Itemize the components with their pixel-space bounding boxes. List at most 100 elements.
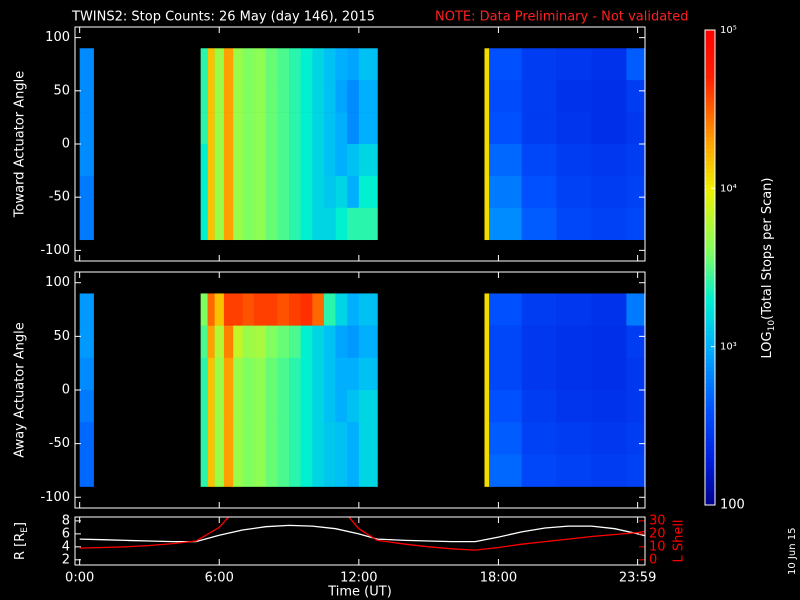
heatmap-cell [312,454,325,487]
heatmap-cell [79,175,94,209]
colorbar-cell [705,374,715,379]
heatmap-cell [591,112,627,145]
heatmap-cell [484,175,490,209]
heatmap-cell [626,144,646,177]
colorbar-cell [705,89,715,94]
colorbar-cell [705,251,715,257]
heatmap-cell [626,80,646,113]
heatmap-cell [335,357,348,391]
colorbar-cell [705,501,715,506]
heatmap-cell [289,390,301,423]
heatmap-cell [323,390,336,423]
heatmap-cell [591,48,627,81]
heatmap-cell [323,144,336,177]
heatmap-cell [277,357,290,391]
heatmap-cell [489,144,522,177]
colorbar-cell [705,465,715,470]
date-stamp: 10 Jun 15 [787,528,798,575]
colorbar-cell [705,188,715,193]
heatmap-cell [358,293,378,326]
colorbar-cell [705,303,715,308]
y-tick-label: -50 [49,436,70,451]
heatmap-cell [200,48,208,81]
heatmap-cell [200,422,208,455]
heatmap-cell [556,48,592,81]
heatmap-cell [626,112,646,145]
heatmap-cell [265,207,278,241]
heatmap-cell [289,357,301,391]
heatmap-cell [254,325,267,359]
x-axis-label: Time (UT) [327,585,392,600]
heatmap-cell [335,454,348,487]
heatmap-cell [200,390,208,423]
colorbar-cell [705,180,715,185]
colorbar-cell [705,263,715,268]
heatmap-cell [223,48,234,81]
heatmap-cell [223,293,234,326]
heatmap-cell [300,390,313,423]
y-tick-label: 100 [45,30,70,45]
heatmap-cell [254,357,267,391]
colorbar-cell [705,295,715,300]
colorbar-cell [705,37,715,43]
heatmap-cell [233,293,243,326]
heatmap-cell [200,207,208,241]
heatmap-cell [233,80,243,113]
heatmap-cell [254,175,267,209]
heatmap-cell [484,325,490,359]
y-axis-label: Away Actuator Angle [13,322,28,457]
colorbar-cell [705,223,715,229]
colorbar-cell [705,342,715,348]
heatmap-cell [312,144,325,177]
heatmap-cell [335,80,348,113]
y2-tick-label: 0 [649,552,657,567]
heatmap-cell [300,175,313,209]
heatmap-cell [358,390,378,423]
heatmap-cell [277,207,290,241]
heatmap-cell [347,390,360,423]
heatmap-cell [223,80,234,113]
heatmap-cell [323,80,336,113]
heatmap-cell [289,144,301,177]
heatmap-cell [79,454,94,487]
colorbar-tick-label: 100 [720,498,745,513]
y2-tick-label: 30 [649,513,666,528]
heatmap-cell [347,325,360,359]
note: NOTE: Data Preliminary - Not validated [435,10,689,25]
y-tick-label: 50 [53,329,70,344]
colorbar-cell [705,117,715,122]
colorbar-cell [705,386,715,391]
colorbar-cell [705,485,715,490]
heatmap-cell [591,175,627,209]
heatmap-cell [300,454,313,487]
colorbar-cell [705,231,715,237]
heatmap-cell [312,48,325,81]
heatmap-cell [521,175,557,209]
heatmap-cell [323,325,336,359]
heatmap-cell [312,80,325,113]
colorbar-cell [705,429,715,435]
heatmap-cell [591,144,627,177]
colorbar-cell [705,291,715,296]
heatmap-cell [207,80,215,113]
colorbar-cell [705,81,715,86]
heatmap-cell [207,422,215,455]
heatmap-cell [489,207,522,241]
heatmap-cell [214,175,225,209]
colorbar-cell [705,311,715,316]
heatmap-cell [347,48,360,81]
heatmap-cell [233,422,243,455]
heatmap-cell [347,112,360,145]
heatmap-cell [300,80,313,113]
colorbar-cell [705,61,715,67]
heatmap-cell [214,325,225,359]
heatmap-cell [214,454,225,487]
heatmap-cell [556,390,592,423]
heatmap-cell [300,48,313,81]
colorbar-cell [705,362,715,367]
y2-axis-label: L Shell [672,519,687,562]
y-axis-label: Toward Actuator Angle [13,71,28,218]
colorbar-cell [705,184,715,189]
heatmap-cell [207,293,215,326]
heatmap-cell [521,390,557,423]
